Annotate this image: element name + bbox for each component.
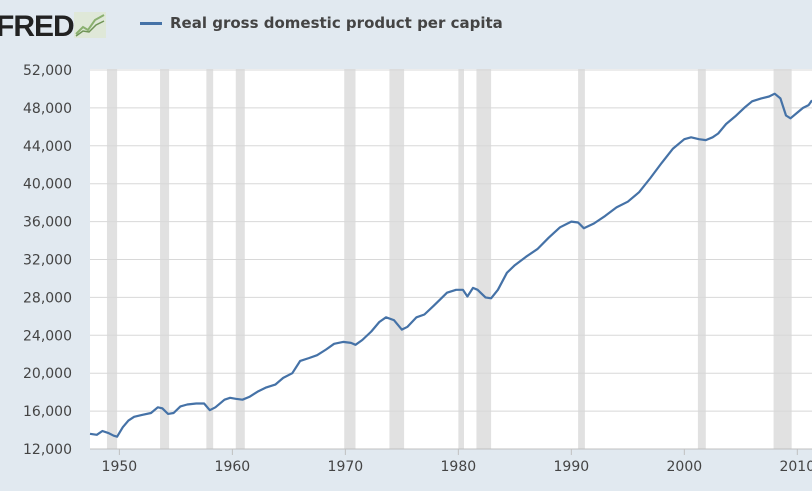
legend-label: Real gross domestic product per capita [170,14,503,32]
y-tick-label: 40,000 [23,177,72,193]
chart-logo-icon [74,12,106,38]
x-tick-label: 1960 [215,459,251,475]
series-line-gdp-per-capita [89,92,812,438]
y-tick-label: 24,000 [23,328,72,344]
y-tick-label: 16,000 [23,404,72,420]
x-tick-label: 1980 [441,459,477,475]
x-tick-label: 1970 [328,459,364,475]
y-tick-label: 36,000 [23,215,72,231]
x-tick-label: 1990 [554,459,590,475]
fred-logo[interactable]: FRED [0,10,75,43]
y-tick-label: 32,000 [23,253,72,269]
x-tick-label: 2000 [667,459,703,475]
y-tick-label: 52,000 [23,63,72,79]
y-tick-label: 28,000 [23,290,72,306]
y-tick-label: 20,000 [23,366,72,382]
x-tick-label: 1950 [102,459,138,475]
x-tick-label: 2010 [779,459,812,475]
legend: Real gross domestic product per capita [140,14,503,32]
y-tick-label: 44,000 [23,139,72,155]
y-tick-label: 12,000 [23,442,72,458]
legend-swatch [140,21,162,25]
y-tick-label: 48,000 [23,101,72,117]
